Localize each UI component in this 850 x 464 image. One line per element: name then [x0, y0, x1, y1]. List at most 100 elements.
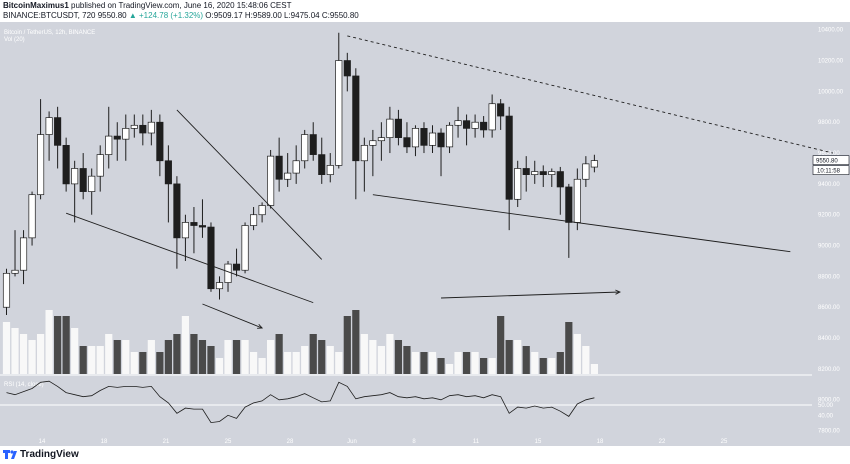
- candle-up: [45, 117, 53, 135]
- price-tick-label: 9800.00: [818, 120, 840, 126]
- volume-bar: [573, 334, 581, 376]
- falling-wedge-lower-line: [65, 212, 314, 304]
- volume-bar: [582, 346, 590, 376]
- volume-bar: [258, 358, 266, 376]
- volume-bar: [369, 340, 377, 376]
- candle-up: [531, 171, 539, 175]
- volume-bar: [318, 340, 326, 376]
- falling-wedge-upper-line: [176, 109, 323, 260]
- time-tick-label: 18: [597, 439, 604, 445]
- candle-down: [309, 134, 317, 155]
- candle-down: [113, 135, 121, 140]
- candle-down: [79, 168, 87, 192]
- candle-up: [181, 222, 189, 239]
- volume-bar: [215, 358, 224, 376]
- candle-down: [275, 155, 283, 180]
- time-tick-label: Jun: [347, 439, 357, 445]
- volume-bar: [335, 352, 343, 376]
- volume-legend: Vol (20): [4, 37, 25, 43]
- candle-up: [386, 118, 394, 138]
- candle-down: [343, 60, 351, 77]
- price-tick-label: 8000.00: [818, 398, 840, 404]
- volume-bar: [249, 352, 258, 376]
- price-tick-label: 10400.00: [818, 28, 844, 34]
- volume-bar: [79, 346, 87, 376]
- candle-up: [445, 124, 454, 148]
- volume-bar: [411, 352, 420, 376]
- volume-bar: [275, 334, 283, 376]
- volume-bar: [232, 340, 241, 376]
- volume-bar: [71, 328, 79, 376]
- candle-down: [463, 120, 471, 129]
- tradingview-logo[interactable]: TradingView: [3, 448, 79, 460]
- time-tick-label: 25: [721, 439, 728, 445]
- candle-down: [190, 222, 198, 226]
- candle-up: [28, 194, 36, 239]
- descending-resistance-dashed-line: [347, 35, 834, 154]
- candle-up: [250, 214, 258, 226]
- volume-bar: [190, 334, 198, 376]
- volume-bar: [445, 364, 454, 376]
- volume-bar: [11, 328, 19, 376]
- volume-bar: [198, 340, 207, 376]
- candle-down: [403, 137, 411, 148]
- tradingview-logo-icon: [3, 450, 17, 459]
- candle-down: [480, 121, 488, 131]
- candle-down: [54, 117, 62, 146]
- volume-bar: [45, 310, 53, 376]
- volume-bar: [113, 340, 121, 376]
- volume-bar: [343, 316, 351, 376]
- time-tick-label: 11: [473, 439, 480, 445]
- candle-up: [454, 120, 462, 126]
- candle-up: [147, 121, 155, 134]
- time-tick-label: 18: [101, 439, 108, 445]
- volume-bar: [309, 334, 317, 376]
- candle-up: [241, 225, 249, 271]
- candle-down: [139, 124, 147, 134]
- candle-up: [96, 154, 104, 177]
- rsi-line: [6, 380, 595, 424]
- candle-up: [292, 160, 300, 174]
- rsi-tick-label: 50.00: [818, 403, 834, 409]
- candle-up: [71, 168, 79, 185]
- symbol-quote-line: BINANCE:BTCUSDT, 720 9550.80 ▲ +124.78 (…: [3, 11, 359, 20]
- volume-bar: [139, 352, 147, 376]
- candle-up: [377, 137, 385, 142]
- chart-area[interactable]: Bitcoin / TetherUS, 12h, BINANCE Vol (20)…: [0, 22, 850, 446]
- volume-bar: [241, 340, 249, 376]
- candle-down: [164, 160, 172, 185]
- candle-up: [19, 237, 28, 271]
- volume-bar: [514, 340, 522, 376]
- candle-down: [198, 225, 207, 228]
- candle-down: [394, 118, 402, 138]
- candle-up: [548, 171, 556, 175]
- time-tick-label: 22: [659, 439, 666, 445]
- candle-down: [62, 144, 70, 185]
- candle-up: [326, 165, 334, 175]
- time-tick-label: 28: [287, 439, 294, 445]
- candle-down: [522, 168, 530, 175]
- volume-bar: [2, 322, 11, 376]
- price-change: ▲ +124.78 (+1.32%): [128, 11, 204, 20]
- price-tick-label: 10000.00: [818, 89, 844, 95]
- volume-arrow-head: [257, 323, 264, 329]
- volume-bar: [62, 316, 70, 376]
- volume-bar: [471, 352, 479, 376]
- author-name[interactable]: BitcoinMaximus1: [3, 1, 69, 10]
- current-price-label: 9550.80: [816, 159, 838, 165]
- rsi-legend: RSI (14, close): [4, 382, 44, 388]
- price-tick-label: 10200.00: [818, 59, 844, 65]
- volume-bar: [488, 358, 496, 376]
- candle-up: [122, 128, 130, 140]
- candle-up: [335, 60, 343, 166]
- volume-bar: [284, 352, 292, 376]
- candle-down: [207, 226, 215, 290]
- time-tick-label: 14: [39, 439, 46, 445]
- candle-up: [11, 269, 19, 274]
- volume-bar: [19, 334, 28, 376]
- volume-trend-arrow: [202, 303, 263, 329]
- volume-bar: [267, 340, 275, 376]
- candle-down: [437, 132, 445, 148]
- price-tick-label: 8200.00: [818, 367, 840, 373]
